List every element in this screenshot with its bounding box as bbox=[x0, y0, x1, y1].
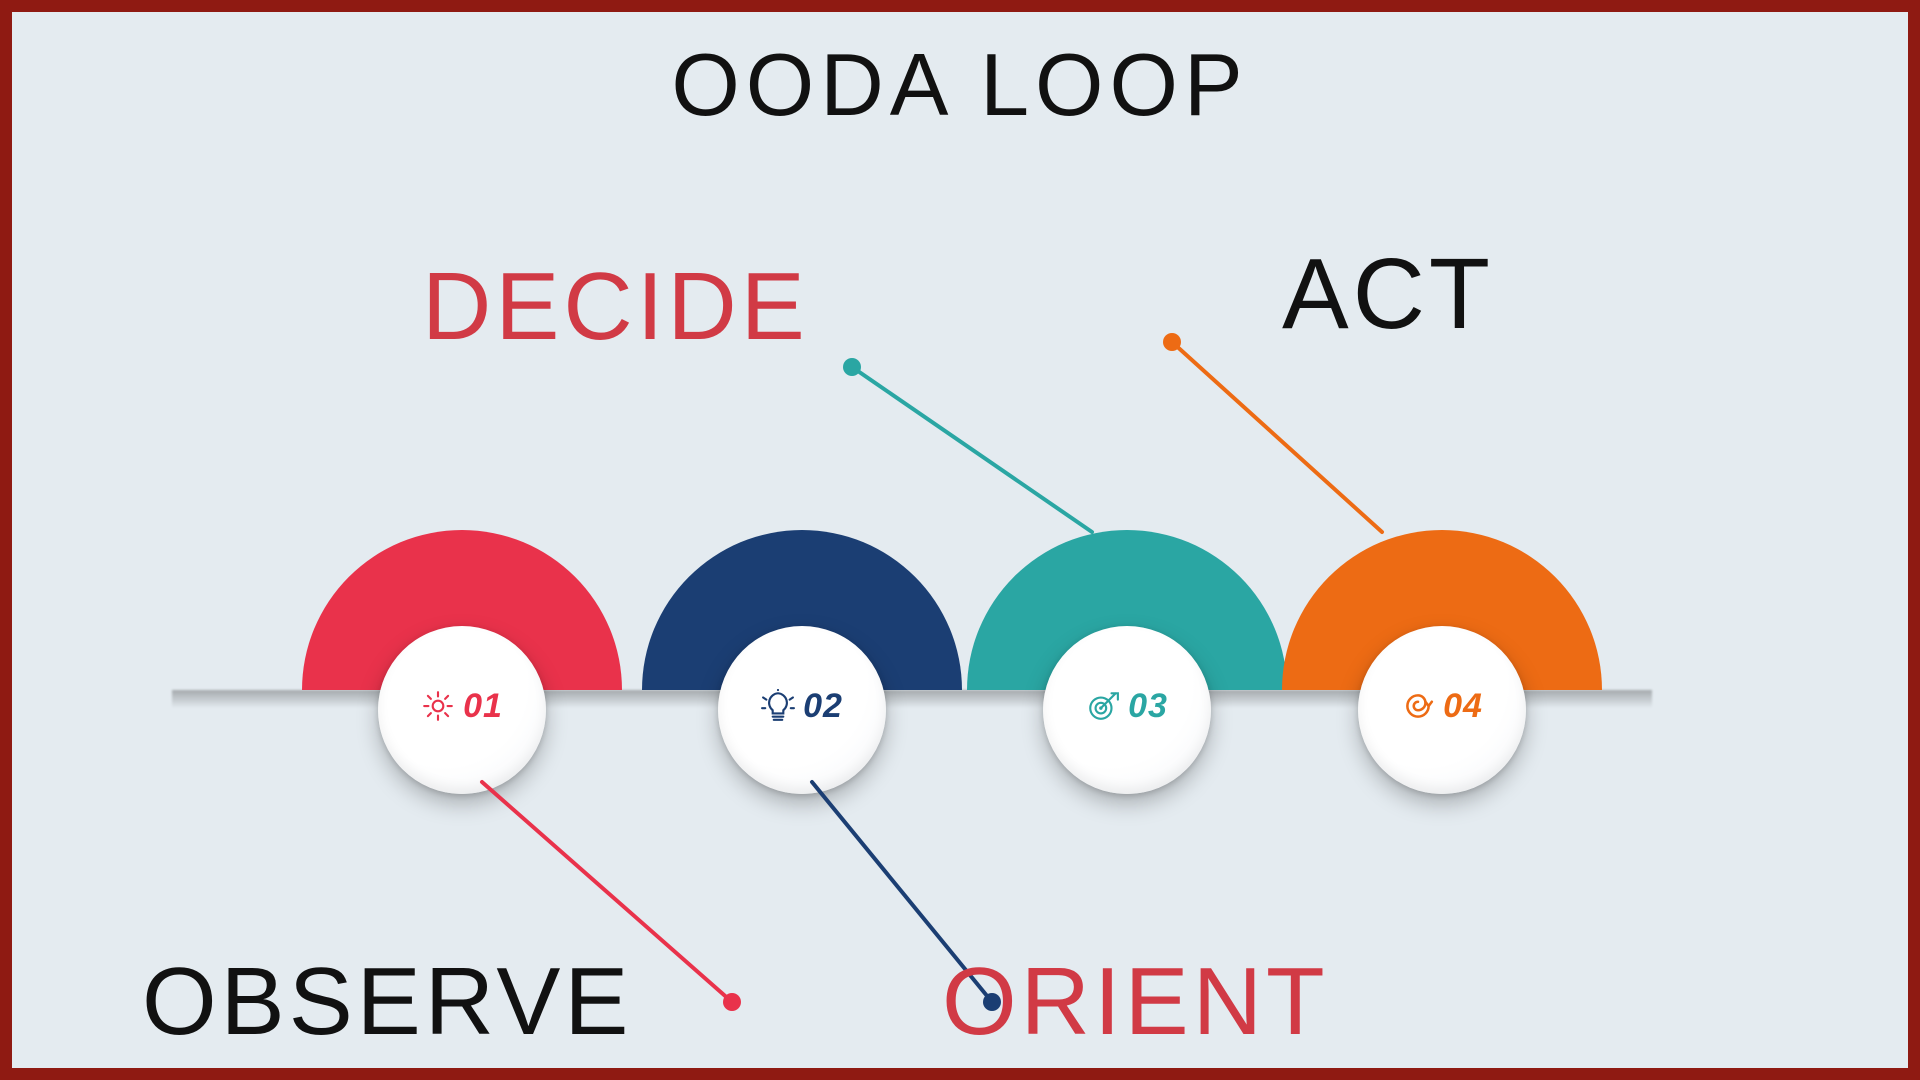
infographic-frame: OODA LOOP 01020304 OBSERVEORIENTDECIDEAC… bbox=[0, 0, 1920, 1080]
step-label-decide: DECIDE bbox=[422, 252, 809, 362]
step-label-act: ACT bbox=[1282, 237, 1494, 352]
labels-layer: OBSERVE ORIENT DECIDE ACT bbox=[12, 12, 1920, 1080]
step-label-observe: OBSERVE bbox=[142, 947, 632, 1057]
step-label-orient: ORIENT bbox=[942, 947, 1329, 1057]
